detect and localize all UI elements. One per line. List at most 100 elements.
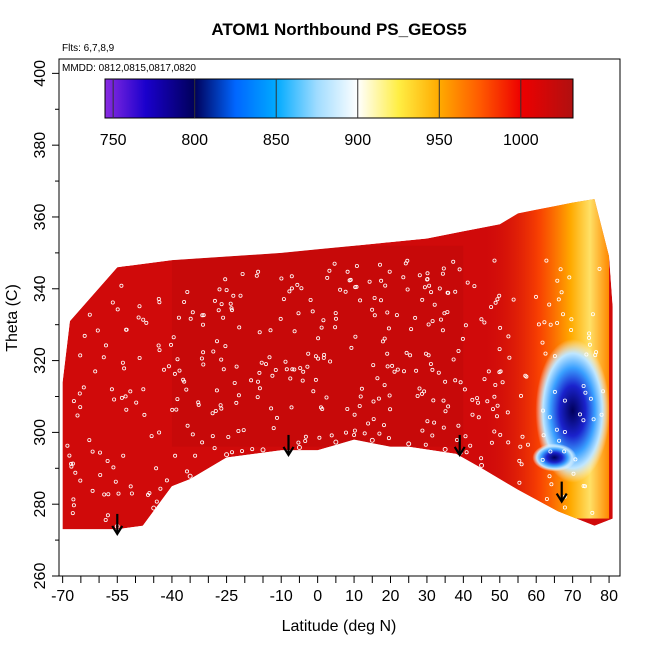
sample-point (425, 419, 430, 424)
sample-point (236, 428, 241, 433)
sample-point (548, 449, 553, 454)
sample-point (239, 449, 244, 454)
sample-point (211, 349, 216, 354)
sample-point (81, 385, 86, 390)
sample-point (303, 438, 308, 443)
sample-point (292, 329, 297, 334)
sample-point (540, 457, 545, 462)
x-tick-label: -25 (215, 588, 238, 605)
sample-point (238, 293, 243, 298)
sample-point (166, 364, 171, 369)
sample-point (234, 364, 239, 369)
sample-point (489, 440, 494, 445)
sample-point (71, 497, 76, 502)
sample-point (71, 503, 76, 508)
sample-point (559, 290, 564, 295)
sample-point (401, 369, 406, 374)
sample-point (376, 396, 381, 401)
sample-point (270, 373, 275, 378)
sample-point (352, 432, 357, 437)
sample-point (479, 456, 484, 461)
sample-point (552, 354, 557, 359)
x-tick-label: 70 (564, 588, 582, 605)
sample-point (486, 369, 491, 374)
sample-point (543, 351, 548, 356)
sample-point (343, 430, 348, 435)
sample-point (190, 310, 195, 315)
sample-point (325, 275, 330, 280)
sample-point (259, 360, 264, 365)
sample-point (359, 386, 364, 391)
sample-point (520, 434, 525, 439)
sample-point (517, 480, 522, 485)
trajectory-arrow (111, 513, 124, 536)
sample-point (371, 399, 376, 404)
sample-point (321, 318, 326, 323)
sample-point (102, 492, 107, 497)
sample-point (358, 298, 363, 303)
sample-point (69, 461, 74, 466)
sample-point (299, 286, 304, 291)
sample-point (378, 298, 383, 303)
sample-point (201, 350, 206, 355)
sample-point (257, 330, 262, 335)
sample-point (456, 348, 461, 353)
sample-point (292, 367, 297, 372)
sample-point (200, 322, 205, 327)
sample-point (581, 418, 586, 423)
colorbar-tick-label: 1000 (503, 132, 539, 149)
sample-point (234, 400, 239, 405)
sample-point (90, 449, 95, 454)
sample-point (184, 387, 189, 392)
sample-point (388, 407, 393, 412)
sample-point (105, 513, 110, 518)
sample-point (494, 414, 499, 419)
sample-point (420, 297, 425, 302)
sample-point (371, 363, 376, 368)
sample-point (158, 486, 163, 491)
sample-point (556, 297, 561, 302)
sample-point (298, 366, 303, 371)
sample-point (240, 271, 245, 276)
sample-point (173, 453, 178, 458)
trajectory-arrow (453, 434, 466, 458)
sample-point (283, 359, 288, 364)
sample-point (154, 499, 159, 504)
sample-point (196, 400, 201, 405)
sample-point (385, 310, 390, 315)
sample-point (75, 413, 80, 418)
sample-point (453, 289, 458, 294)
sample-point (288, 376, 293, 381)
sample-point (451, 357, 456, 362)
sample-point (581, 483, 586, 488)
sample-point (413, 315, 418, 320)
sample-point (506, 440, 511, 445)
sample-point (177, 368, 182, 373)
sample-point (231, 293, 236, 298)
sample-point (349, 345, 354, 350)
colorbar: 750 800 850 900 950 1000 (100, 78, 574, 149)
sample-point (241, 428, 246, 433)
sample-point (310, 309, 315, 314)
sample-point (414, 368, 419, 373)
sample-point (587, 335, 592, 340)
sample-point (375, 376, 380, 381)
sample-point (485, 399, 490, 404)
sample-point (497, 293, 502, 298)
sample-point (267, 355, 272, 360)
sample-point (482, 320, 487, 325)
sample-point (156, 343, 161, 348)
sample-point (379, 278, 384, 283)
sample-point (271, 426, 276, 431)
sample-point (103, 518, 108, 523)
sample-point (593, 353, 598, 358)
sample-point (498, 432, 503, 437)
sample-point (77, 391, 82, 396)
sample-point (70, 511, 75, 516)
sample-point (128, 484, 133, 489)
sample-point (268, 328, 273, 333)
sample-point (226, 434, 231, 439)
sample-point (257, 370, 262, 375)
sample-point (223, 277, 228, 282)
